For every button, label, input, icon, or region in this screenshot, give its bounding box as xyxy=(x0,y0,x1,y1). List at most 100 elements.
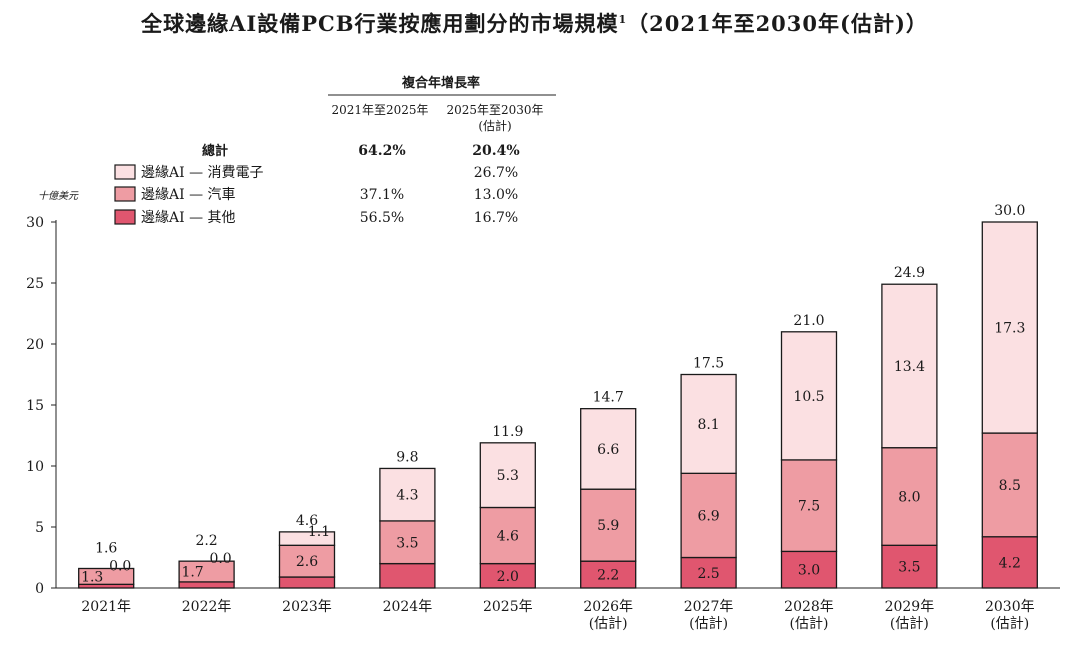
legend-swatch xyxy=(114,209,136,225)
y-tick-label: 10 xyxy=(26,459,44,475)
bar-segment-consumer xyxy=(278,531,336,546)
total-label: 1.6 xyxy=(95,540,117,556)
cagr-value: 13.0% xyxy=(474,187,518,203)
data-label: 6.9 xyxy=(697,508,719,524)
x-tick-label: (估計) xyxy=(689,616,728,632)
bar-segment-others xyxy=(278,576,336,589)
data-label: 5.3 xyxy=(497,468,519,484)
data-label: 5.9 xyxy=(597,518,619,534)
cagr-value: 64.2% xyxy=(358,143,405,159)
data-label: 1.1 xyxy=(308,524,330,540)
x-tick-label: (估計) xyxy=(890,616,929,632)
bar-segment-others xyxy=(680,556,737,589)
x-tick-label: 2026年 xyxy=(583,599,633,615)
y-tick-label: 0 xyxy=(35,581,44,597)
data-label: 2.5 xyxy=(697,566,719,582)
y-unit-label: 十億美元 xyxy=(38,190,79,202)
chart-title: 全球邊緣AI設備PCB行業按應用劃分的市場規模1（2021年至2030年(估計)… xyxy=(0,8,1069,38)
bar-segment-auto xyxy=(379,520,436,565)
x-tick-label: 2025年 xyxy=(483,599,533,615)
data-label: 2.6 xyxy=(296,554,318,570)
x-tick-label: (估計) xyxy=(990,616,1029,632)
total-label: 21.0 xyxy=(793,313,824,329)
bar-segment-auto xyxy=(178,560,235,583)
y-tick-label: 30 xyxy=(26,215,44,231)
total-label: 11.9 xyxy=(492,424,523,440)
x-tick-label: 2029年 xyxy=(885,599,935,615)
data-label: 8.0 xyxy=(898,490,920,506)
bar-segment-auto xyxy=(881,447,938,546)
data-label: 0.0 xyxy=(109,558,131,574)
bar-segment-consumer xyxy=(479,442,536,509)
total-label: 2.2 xyxy=(195,533,217,549)
bar-segment-consumer xyxy=(680,373,737,474)
cagr-col2-header: 2025年至2030年 xyxy=(446,103,543,117)
x-tick-label: (估計) xyxy=(790,616,829,632)
cagr-header: 複合年增長率 xyxy=(401,75,480,91)
x-tick-label: 2022年 xyxy=(182,599,232,615)
x-tick-label: (估計) xyxy=(589,616,628,632)
y-tick-label: 25 xyxy=(26,276,44,292)
bar-segment-consumer xyxy=(981,221,1038,434)
data-label: 4.6 xyxy=(497,529,519,545)
title-footnote-marker: 1 xyxy=(618,13,628,26)
data-label: 4.2 xyxy=(999,555,1021,571)
data-label: 17.3 xyxy=(994,321,1025,337)
x-tick-label: 2028年 xyxy=(784,599,834,615)
cagr-total-label: 總計 xyxy=(202,143,228,159)
bar-segment-auto xyxy=(780,459,838,553)
data-label: 3.5 xyxy=(396,535,418,551)
data-label: 2.2 xyxy=(597,568,619,584)
y-tick-label: 20 xyxy=(26,337,44,353)
total-label: 17.5 xyxy=(693,356,724,372)
bar-segment-auto xyxy=(78,567,135,585)
bar-segment-consumer xyxy=(580,408,637,490)
cagr-value: 16.7% xyxy=(474,210,518,226)
legend-label: 邊緣AI — 其他 xyxy=(141,210,236,226)
bar-segment-auto xyxy=(680,472,737,559)
x-tick-label: 2030年 xyxy=(985,599,1035,615)
total-label: 30.0 xyxy=(994,203,1025,219)
total-label: 9.8 xyxy=(396,449,418,465)
legend-label: 邊緣AI — 汽車 xyxy=(141,186,236,203)
bar-segment-consumer xyxy=(881,283,938,449)
cagr-value: 56.5% xyxy=(360,210,404,226)
data-label: 10.5 xyxy=(793,389,824,405)
total-label: 24.9 xyxy=(894,265,925,281)
legend-swatch xyxy=(114,164,136,180)
data-label: 1.7 xyxy=(181,565,203,581)
bar-segment-consumer xyxy=(780,331,838,461)
x-tick-label: 2023年 xyxy=(282,599,332,615)
bar-segment-auto xyxy=(580,488,637,562)
legend-label: 邊緣AI — 消費電子 xyxy=(141,165,264,181)
cagr-col1-header: 2021年至2025年 xyxy=(331,103,428,117)
bar-segment-auto xyxy=(278,544,336,578)
total-label: 14.7 xyxy=(593,390,624,406)
total-label: 4.6 xyxy=(296,513,318,529)
chart-title-suffix: （2021年至2030年(估計)） xyxy=(627,11,928,36)
cagr-value: 20.4% xyxy=(472,143,519,159)
x-tick-label: 2021年 xyxy=(81,599,131,615)
bar-segment-auto xyxy=(479,506,536,565)
data-label: 8.1 xyxy=(697,417,719,433)
data-label: 8.5 xyxy=(999,478,1021,494)
bar-segment-others xyxy=(178,581,235,589)
data-label: 7.5 xyxy=(798,499,820,515)
data-label: 6.6 xyxy=(597,442,619,458)
bar-segment-others xyxy=(379,562,436,589)
data-label: 3.0 xyxy=(798,563,820,579)
data-label: 13.4 xyxy=(894,359,925,375)
chart-title-text: 全球邊緣AI設備PCB行業按應用劃分的市場規模 xyxy=(141,11,619,36)
cagr-value: 37.1% xyxy=(360,187,404,203)
x-tick-label: 2027年 xyxy=(684,599,734,615)
y-tick-label: 5 xyxy=(35,520,44,536)
legend-swatch xyxy=(114,186,136,202)
y-tick-label: 15 xyxy=(26,398,44,414)
bar-segment-others xyxy=(881,544,938,589)
bar-segment-auto xyxy=(981,432,1038,538)
data-label: 1.3 xyxy=(81,569,103,585)
data-label: 3.5 xyxy=(898,560,920,576)
data-label: 0.0 xyxy=(209,551,231,567)
data-label: 2.0 xyxy=(497,569,519,585)
